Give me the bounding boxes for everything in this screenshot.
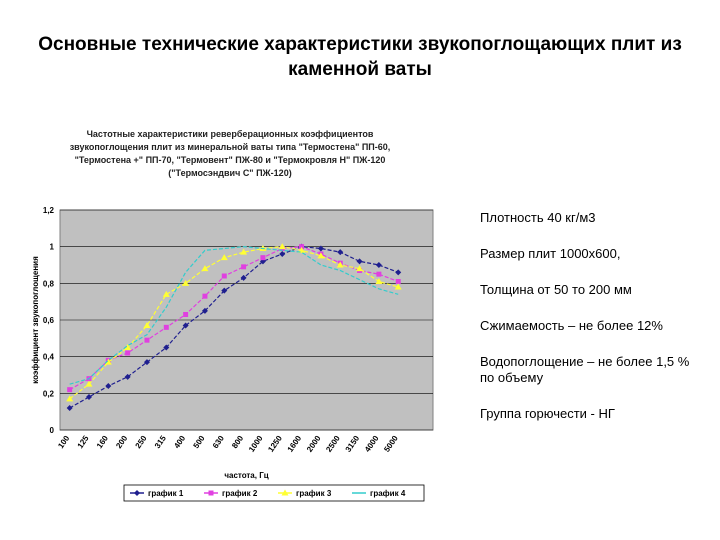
data-point — [124, 373, 131, 380]
data-point — [221, 287, 228, 294]
data-point — [395, 279, 401, 284]
property-compressibility: Сжимаемость – не более 12% — [480, 318, 663, 333]
x-axis-label: частота, Гц — [224, 471, 268, 480]
data-point — [317, 245, 324, 252]
x-tick-label: 200 — [114, 434, 129, 451]
legend-marker — [134, 490, 140, 496]
x-tick-label: 3150 — [344, 434, 362, 454]
data-point — [394, 283, 402, 290]
y-axis-label: коэффициент звукопоглощения — [31, 256, 40, 384]
data-point — [241, 264, 247, 270]
x-tick-label: 5000 — [382, 434, 400, 454]
property-water-absorption: Водопоглощение – не более 1,5 % по объем… — [480, 354, 690, 385]
property-size: Размер плит 1000х600, — [480, 246, 621, 261]
data-point — [182, 279, 190, 286]
data-point — [376, 271, 382, 277]
data-point — [240, 274, 247, 281]
data-point — [260, 255, 266, 261]
legend-box — [123, 484, 425, 502]
x-tick-label: 1600 — [286, 434, 304, 454]
data-point — [163, 324, 169, 330]
x-tick-label: 630 — [211, 434, 226, 451]
data-point — [220, 254, 228, 261]
data-point — [104, 358, 112, 365]
legend-marker — [281, 489, 289, 496]
series-line-4 — [69, 246, 399, 385]
data-point — [298, 246, 306, 253]
x-tick-label: 1000 — [247, 434, 265, 454]
data-point — [105, 383, 112, 389]
slide-title: Основные технические характеристики звук… — [38, 34, 682, 80]
data-point — [278, 243, 286, 250]
series-line-2 — [69, 246, 399, 391]
data-point — [221, 273, 227, 279]
data-point — [337, 249, 344, 256]
data-point — [66, 405, 73, 411]
data-point — [183, 312, 189, 317]
chart-title: Частотные характеристики реверберационны… — [69, 129, 391, 178]
x-tick-label: 315 — [153, 434, 168, 451]
chart-container: 0 0,2 0,4 0,6 0,8 1 1,2 100 125 160 200 250 315 400 50… — [28, 120, 438, 510]
data-point — [202, 293, 208, 299]
data-point — [201, 307, 208, 314]
data-point — [317, 252, 325, 259]
x-tick-label: 250 — [134, 434, 149, 451]
data-point — [125, 350, 131, 356]
data-point — [375, 262, 382, 268]
y-tick-label: 0,2 — [43, 389, 55, 398]
data-point — [201, 265, 209, 272]
x-tick-label: 1250 — [266, 434, 284, 454]
properties-list: Плотность 40 кг/м3 Размер плит 1000х600,… — [480, 210, 700, 442]
data-point — [395, 269, 402, 276]
y-tick-label: 1,2 — [43, 206, 55, 215]
data-point — [67, 387, 73, 393]
data-point — [143, 359, 150, 366]
data-point — [85, 380, 93, 387]
data-point — [143, 322, 151, 328]
data-point — [162, 290, 170, 297]
y-tick-label: 0,4 — [43, 353, 55, 362]
data-point — [279, 251, 286, 257]
y-tick-label: 1 — [50, 243, 55, 252]
data-point — [144, 337, 150, 343]
data-point — [356, 258, 363, 265]
x-tick-label: 400 — [172, 434, 187, 451]
x-tick-label: 800 — [230, 434, 245, 451]
series-line-1 — [69, 246, 399, 409]
data-point — [124, 344, 132, 350]
x-tick-label: 2500 — [324, 434, 342, 454]
data-point — [259, 258, 266, 265]
x-tick-label: 160 — [95, 434, 110, 451]
property-density: Плотность 40 кг/м3 — [480, 210, 596, 225]
legend-marker — [208, 490, 214, 496]
data-point — [85, 394, 92, 400]
property-flammability: Группа горючести - НГ — [480, 406, 615, 421]
x-tick-label: 4000 — [363, 434, 381, 454]
data-point — [375, 278, 383, 284]
y-tick-label: 0,8 — [43, 279, 55, 288]
x-tick-label: 100 — [56, 434, 71, 451]
data-point — [356, 265, 364, 272]
x-tick-label: 125 — [76, 434, 91, 451]
y-tick-label: 0,6 — [43, 316, 55, 325]
property-thickness: Толщина от 50 то 200 мм — [480, 282, 632, 297]
data-point — [299, 244, 305, 250]
data-point — [336, 261, 344, 268]
legend-label: график 4 — [370, 489, 406, 498]
data-point — [240, 248, 248, 255]
data-point — [66, 395, 74, 402]
x-tick-label: 2000 — [305, 434, 323, 454]
y-tick-label: 0 — [50, 426, 55, 435]
chart-svg: 0 0,2 0,4 0,6 0,8 1 1,2 100 125 160 200 250 315 400 50… — [31, 206, 434, 502]
legend-label: график 2 — [222, 489, 258, 498]
data-point — [163, 344, 170, 351]
legend-label: график 3 — [296, 489, 332, 498]
x-tick-label: 500 — [192, 434, 207, 451]
legend-label: график 1 — [148, 489, 184, 498]
data-point — [182, 322, 189, 329]
